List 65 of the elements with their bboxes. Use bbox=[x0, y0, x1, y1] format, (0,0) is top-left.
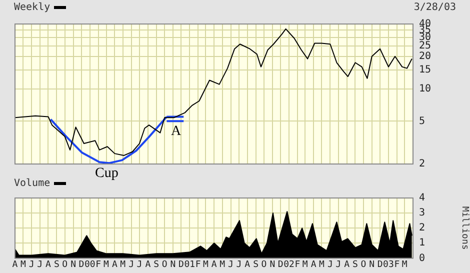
y-tick-label: 2 bbox=[419, 222, 426, 234]
x-tick-label: J bbox=[37, 260, 42, 270]
x-tick-label: O bbox=[261, 260, 267, 270]
x-tick-label: M bbox=[202, 260, 209, 270]
x-tick-label: S bbox=[54, 260, 60, 270]
x-tick-label: A bbox=[244, 260, 251, 270]
x-tick-label: S bbox=[154, 260, 160, 270]
x-tick-label: F bbox=[394, 260, 400, 270]
y-tick-label: 4 bbox=[419, 192, 426, 204]
x-tick-label: M bbox=[402, 260, 408, 270]
annotation: A bbox=[171, 124, 182, 140]
y-tick-label: 1 bbox=[419, 238, 426, 249]
x-tick-label: J bbox=[136, 260, 142, 270]
legend-label: Weekly bbox=[14, 2, 50, 13]
x-tick-label: 03 bbox=[383, 260, 394, 270]
x-tick-label: N bbox=[369, 260, 375, 270]
x-tick-label: M bbox=[220, 260, 226, 270]
x-tick-label: A bbox=[46, 260, 52, 270]
x-tick-label: F bbox=[294, 260, 300, 270]
x-tick-label: F bbox=[195, 260, 201, 270]
y-tick-label: 3 bbox=[419, 208, 426, 219]
x-tick-label: D bbox=[377, 260, 383, 270]
x-tick-label: M bbox=[104, 260, 110, 270]
x-tick-label: J bbox=[128, 260, 134, 270]
x-tick-label: A bbox=[211, 260, 218, 270]
x-tick-label: N bbox=[70, 260, 76, 270]
x-tick-label: M bbox=[120, 260, 126, 270]
x-tick-label: A bbox=[12, 260, 18, 270]
x-tick-label: J bbox=[28, 260, 34, 270]
legend-label: Volume bbox=[14, 178, 50, 189]
x-tick-label: J bbox=[327, 260, 333, 270]
x-tick-label: M bbox=[302, 260, 308, 270]
x-tick-label: O bbox=[62, 260, 68, 270]
x-tick-label: 01 bbox=[184, 260, 196, 270]
x-tick-label: F bbox=[96, 260, 102, 270]
text: Cup bbox=[95, 166, 118, 182]
y-tick-label: 10 bbox=[419, 83, 432, 94]
y-tick-label: 20 bbox=[419, 50, 432, 62]
x-tick-label: 00 bbox=[84, 260, 96, 270]
x-tick-label: A bbox=[112, 260, 118, 270]
x-tick-label: J bbox=[236, 260, 242, 270]
y-tick-label: 2 bbox=[419, 158, 426, 170]
x-tick-label: 02 bbox=[284, 260, 294, 270]
x-tick-label: O bbox=[162, 260, 168, 270]
x-tick-label: J bbox=[228, 260, 234, 270]
x-tick-label: D bbox=[278, 260, 284, 270]
text: 3/28/03 bbox=[414, 2, 456, 13]
x-tick-label: M bbox=[319, 260, 326, 270]
y-tick-label: 25 bbox=[419, 40, 432, 52]
x-tick-label: O bbox=[360, 260, 366, 270]
x-tick-label: S bbox=[352, 260, 358, 270]
x-tick-label: A bbox=[145, 260, 152, 270]
x-tick-label: J bbox=[336, 260, 342, 270]
y-tick-label: 15 bbox=[419, 64, 432, 76]
x-tick-label: A bbox=[344, 260, 350, 270]
y-tick-label: 0 bbox=[419, 252, 426, 264]
y-axis-title: Millions bbox=[459, 206, 470, 250]
x-tick-label: N bbox=[170, 260, 176, 270]
x-tick-label: S bbox=[253, 260, 259, 270]
x-tick-label: D bbox=[178, 260, 184, 270]
x-tick-label: A bbox=[310, 260, 317, 270]
y-tick-label: 5 bbox=[419, 116, 426, 127]
x-tick-label: D bbox=[78, 260, 84, 270]
x-tick-label: N bbox=[270, 260, 276, 270]
x-tick-label: M bbox=[20, 260, 26, 270]
